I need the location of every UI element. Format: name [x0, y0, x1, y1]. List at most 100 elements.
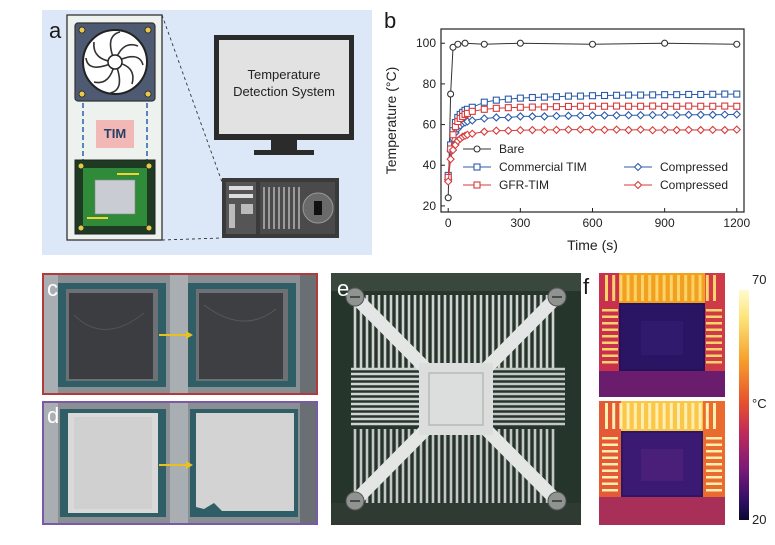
data-point-3: [685, 102, 693, 110]
data-point-1: [697, 90, 705, 99]
data-point-2: [612, 111, 621, 120]
system-label-line2: Detection System: [233, 84, 335, 99]
colorbar-unit: °C: [752, 396, 767, 411]
data-point-3: [673, 102, 681, 110]
legend-entry: GFR-TIM: [499, 178, 549, 192]
data-point-3: [552, 103, 560, 111]
panel-c-label: c: [47, 276, 58, 301]
data-point-2: [684, 110, 693, 120]
data-point-0: [733, 40, 741, 48]
x-tick-label: 0: [445, 216, 452, 230]
data-point-2: [504, 113, 513, 122]
cpu-board-icon: [74, 159, 156, 235]
thermal-image-top: [599, 273, 725, 397]
data-point-1: [685, 90, 693, 99]
data-point-1: [600, 91, 609, 100]
data-point-1: [480, 98, 488, 106]
tim-box: [96, 120, 134, 148]
temperature-chart: 0 300 600 900 1200 20 40 60 80 100 Time (s) Tempera…: [383, 28, 750, 253]
data-point-1: [576, 92, 585, 100]
data-point-3: [588, 102, 597, 110]
data-point-2: [492, 113, 501, 122]
panel-e-label: e: [337, 276, 350, 301]
panel-c-photo: [42, 273, 318, 395]
legend-entry: Compressed: [660, 160, 728, 174]
tim-label: TIM: [103, 126, 127, 141]
data-point-2: [660, 110, 669, 120]
data-point-2: [528, 112, 537, 121]
panel-d-label: d: [47, 403, 60, 428]
data-point-4: [612, 125, 621, 134]
data-point-0: [661, 39, 669, 47]
data-point-1: [709, 90, 717, 98]
data-point-1: [564, 92, 573, 100]
panel-d-image: [44, 403, 316, 523]
data-point-3: [480, 105, 488, 113]
data-point-3: [612, 102, 621, 110]
legend-marker: [473, 163, 481, 171]
data-point-2: [600, 111, 609, 120]
data-point-2: [467, 116, 477, 125]
legend-marker: [633, 162, 643, 172]
panel-c-image: [44, 275, 316, 393]
panel-d-photo: [42, 401, 318, 525]
data-point-3: [721, 102, 729, 110]
data-point-4: [696, 125, 705, 135]
data-point-2: [636, 110, 645, 120]
data-point-4: [708, 125, 718, 135]
system-label-line1: Temperature: [247, 67, 321, 82]
data-point-3: [661, 102, 669, 110]
data-point-1: [588, 92, 597, 100]
data-point-3: [468, 107, 476, 115]
panel-e-photo: [331, 273, 581, 525]
thermal-fins-bottom: [602, 403, 722, 492]
data-point-1: [540, 93, 548, 101]
data-point-3: [697, 102, 705, 110]
legend-entry: Compressed: [660, 178, 728, 192]
data-point-3: [504, 104, 512, 112]
data-point-1: [649, 91, 657, 99]
data-point-2: [720, 110, 730, 119]
panel-b-label: b: [384, 8, 397, 33]
y-axis-label: Temperature (°C): [383, 67, 399, 175]
data-point-4: [660, 125, 669, 135]
panel-f-thermal-top: [599, 273, 725, 397]
data-point-3: [492, 104, 500, 112]
legend-marker: [473, 181, 481, 189]
data-point-4: [672, 125, 681, 135]
thermal-colorbar: [739, 290, 749, 520]
data-point-1: [528, 93, 536, 102]
data-point-2: [552, 111, 561, 121]
data-point-2: [480, 114, 489, 123]
data-point-1: [625, 91, 633, 99]
y-tick-label: 40: [423, 158, 437, 172]
data-point-4: [732, 125, 742, 134]
colorbar-min: 20: [752, 512, 767, 527]
data-point-0: [454, 40, 462, 48]
data-point-0: [444, 194, 452, 202]
data-point-2: [564, 111, 573, 121]
data-point-3: [528, 103, 536, 111]
y-tick-label: 80: [423, 77, 437, 91]
data-point-4: [446, 154, 455, 164]
data-point-1: [552, 93, 560, 101]
data-point-3: [449, 131, 457, 139]
data-point-4: [564, 125, 573, 134]
x-tick-label: 900: [655, 216, 675, 230]
panel-f-label: f: [583, 274, 590, 299]
y-tick-label: 20: [423, 199, 437, 213]
data-point-3: [600, 102, 609, 110]
legend-entry: Commercial TIM: [499, 160, 587, 174]
data-point-0: [588, 40, 597, 48]
data-point-2: [624, 110, 633, 120]
fan-icon: [74, 22, 156, 102]
data-point-1: [733, 90, 741, 98]
y-tick-label: 60: [423, 118, 437, 132]
panel-f-thermal-bottom: [599, 401, 725, 525]
colorbar-max: 70: [752, 272, 767, 287]
data-point-1: [637, 91, 645, 99]
data-point-2: [708, 110, 718, 120]
data-point-3: [637, 102, 645, 110]
legend-marker: [473, 145, 481, 153]
data-point-3: [625, 102, 633, 110]
